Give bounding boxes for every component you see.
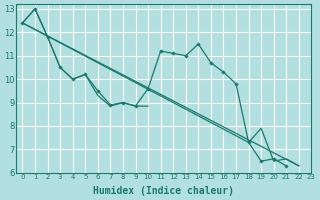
X-axis label: Humidex (Indice chaleur): Humidex (Indice chaleur): [93, 186, 234, 196]
